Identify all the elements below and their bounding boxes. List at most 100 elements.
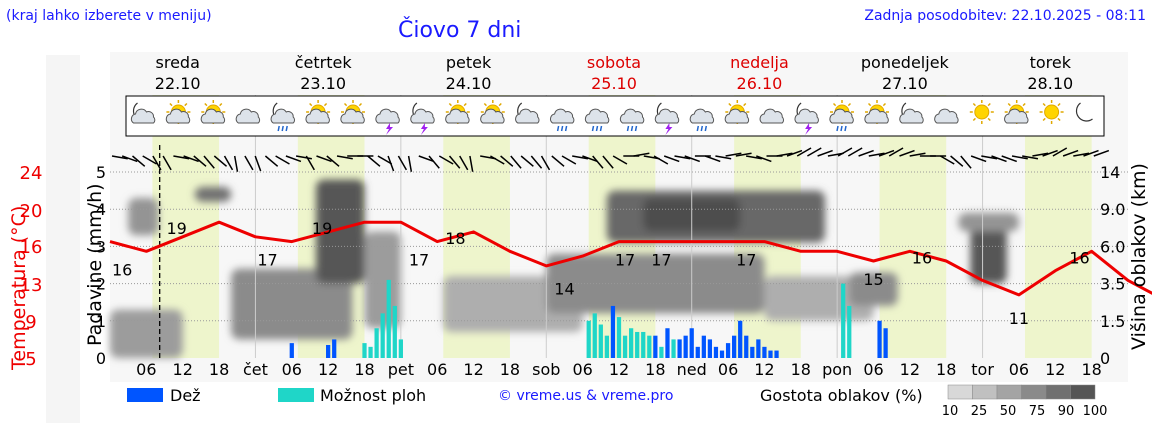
- temperature-tick: 20: [19, 201, 43, 222]
- copyright-link[interactable]: © vreme.us & vreme.pro: [498, 388, 674, 404]
- wind-barb: [203, 155, 215, 169]
- precipitation-tick: 5: [96, 163, 106, 182]
- rain-bar: [683, 335, 688, 358]
- shower-bar: [362, 343, 367, 358]
- wind-barb: [572, 155, 589, 160]
- shower-bar: [368, 346, 373, 358]
- shower-bar: [841, 283, 846, 358]
- wind-barb: [1001, 155, 1017, 163]
- temperature-tick: 9: [25, 312, 37, 333]
- rain-bar: [750, 346, 755, 358]
- shower-bar: [659, 346, 664, 358]
- x-tick-label: 12: [754, 360, 774, 379]
- temperature-label: 18: [445, 229, 465, 248]
- cloud-height-tick: 14: [1100, 163, 1120, 182]
- precipitation-axis-label: Padavine (mm/h): [84, 183, 106, 346]
- wind-barb: [213, 155, 228, 167]
- wind-barb: [1083, 149, 1099, 157]
- wind-barb: [592, 155, 604, 169]
- precipitation-tick: 1: [96, 312, 106, 331]
- wind-barb: [490, 155, 505, 165]
- wind-barb: [152, 155, 162, 171]
- shower-bar: [398, 339, 403, 358]
- sun-cloud-icon: [165, 100, 191, 124]
- wind-barb: [377, 155, 393, 165]
- moon-thunder-icon: [410, 102, 435, 135]
- wind-barb: [745, 155, 762, 160]
- wind-barb: [612, 155, 628, 165]
- wind-barb: [1032, 152, 1049, 157]
- shower-bar: [586, 320, 591, 358]
- cloud-blob: [110, 309, 183, 358]
- daylight-band: [879, 95, 947, 358]
- legend-cloud-swatch: [1045, 384, 1071, 400]
- wind-barb: [132, 155, 146, 167]
- wind-barb: [868, 152, 885, 157]
- shower-bar: [622, 335, 628, 358]
- shower-bar: [380, 313, 385, 358]
- wind-barb: [970, 155, 987, 163]
- temperature-label: 16: [112, 260, 132, 279]
- cloud-icon: [759, 108, 784, 124]
- sun-cloud-icon: [200, 100, 226, 124]
- legend-cloud-scale-label: 75: [1029, 404, 1046, 419]
- legend-cloud-swatch: [972, 384, 998, 400]
- day-name: sobota: [587, 53, 641, 72]
- day-name: ponedeljek: [861, 53, 950, 72]
- temperature-tick: 16: [19, 237, 43, 258]
- day-date: 24.10: [446, 74, 492, 93]
- x-tick-label: 12: [900, 360, 920, 379]
- wind-barb: [837, 147, 853, 157]
- wind-barb: [500, 155, 514, 167]
- moon-cloud-icon: [899, 102, 924, 124]
- legend-rain-swatch: [127, 388, 163, 402]
- wind-barb: [725, 152, 742, 157]
- cloud-height-tick: 9.0: [1100, 200, 1125, 219]
- wind-barb: [1093, 149, 1110, 157]
- temperature-tick: 13: [19, 275, 43, 296]
- shower-bar: [671, 339, 676, 358]
- wind-barb: [121, 155, 138, 163]
- wind-barb: [878, 149, 895, 157]
- rain-bar: [653, 335, 658, 358]
- sun-cloud-icon: [864, 100, 889, 124]
- wind-barb: [285, 155, 302, 163]
- wind-barb: [684, 155, 700, 163]
- page-title: Čiovo 7 dni: [398, 18, 522, 43]
- temperature-label: 17: [615, 251, 635, 270]
- wind-barb: [295, 155, 312, 160]
- sun-icon: [969, 100, 994, 124]
- x-tick-label: 06: [718, 360, 738, 379]
- temperature-label: 17: [651, 251, 671, 270]
- shower-bar: [386, 279, 391, 358]
- wind-barb: [674, 155, 691, 160]
- wind-barb: [633, 152, 650, 157]
- rain-bar: [326, 344, 331, 358]
- shower-bar: [847, 305, 852, 358]
- wind-barb: [540, 155, 551, 171]
- x-tick-label: pet: [388, 360, 414, 379]
- wind-barb: [264, 155, 279, 167]
- legend-cloud-swatch: [947, 384, 973, 400]
- sun-cloud-icon: [480, 100, 505, 124]
- cloud-height-axis-label: Višina oblakov (km): [1128, 163, 1150, 350]
- shower-bar: [647, 335, 652, 358]
- day-name: torek: [1030, 53, 1072, 72]
- cloud-blob: [128, 198, 159, 236]
- cloud-blob: [364, 231, 401, 329]
- shower-bar: [604, 335, 610, 358]
- wind-barb: [428, 155, 440, 169]
- rain-bar: [762, 346, 767, 358]
- wind-barb: [1062, 149, 1079, 157]
- wind-barb: [756, 155, 772, 163]
- sun-cloud-icon: [445, 100, 470, 124]
- rain-bar: [768, 350, 773, 358]
- temperature-label: 17: [736, 251, 756, 270]
- legend-cloud-scale-label: 100: [1083, 404, 1108, 419]
- x-tick-label: 06: [572, 360, 592, 379]
- temperature-tick: 24: [19, 163, 43, 184]
- sun-cloud-icon: [340, 100, 365, 124]
- x-tick-label: 18: [645, 360, 665, 379]
- day-date: 23.10: [300, 74, 346, 93]
